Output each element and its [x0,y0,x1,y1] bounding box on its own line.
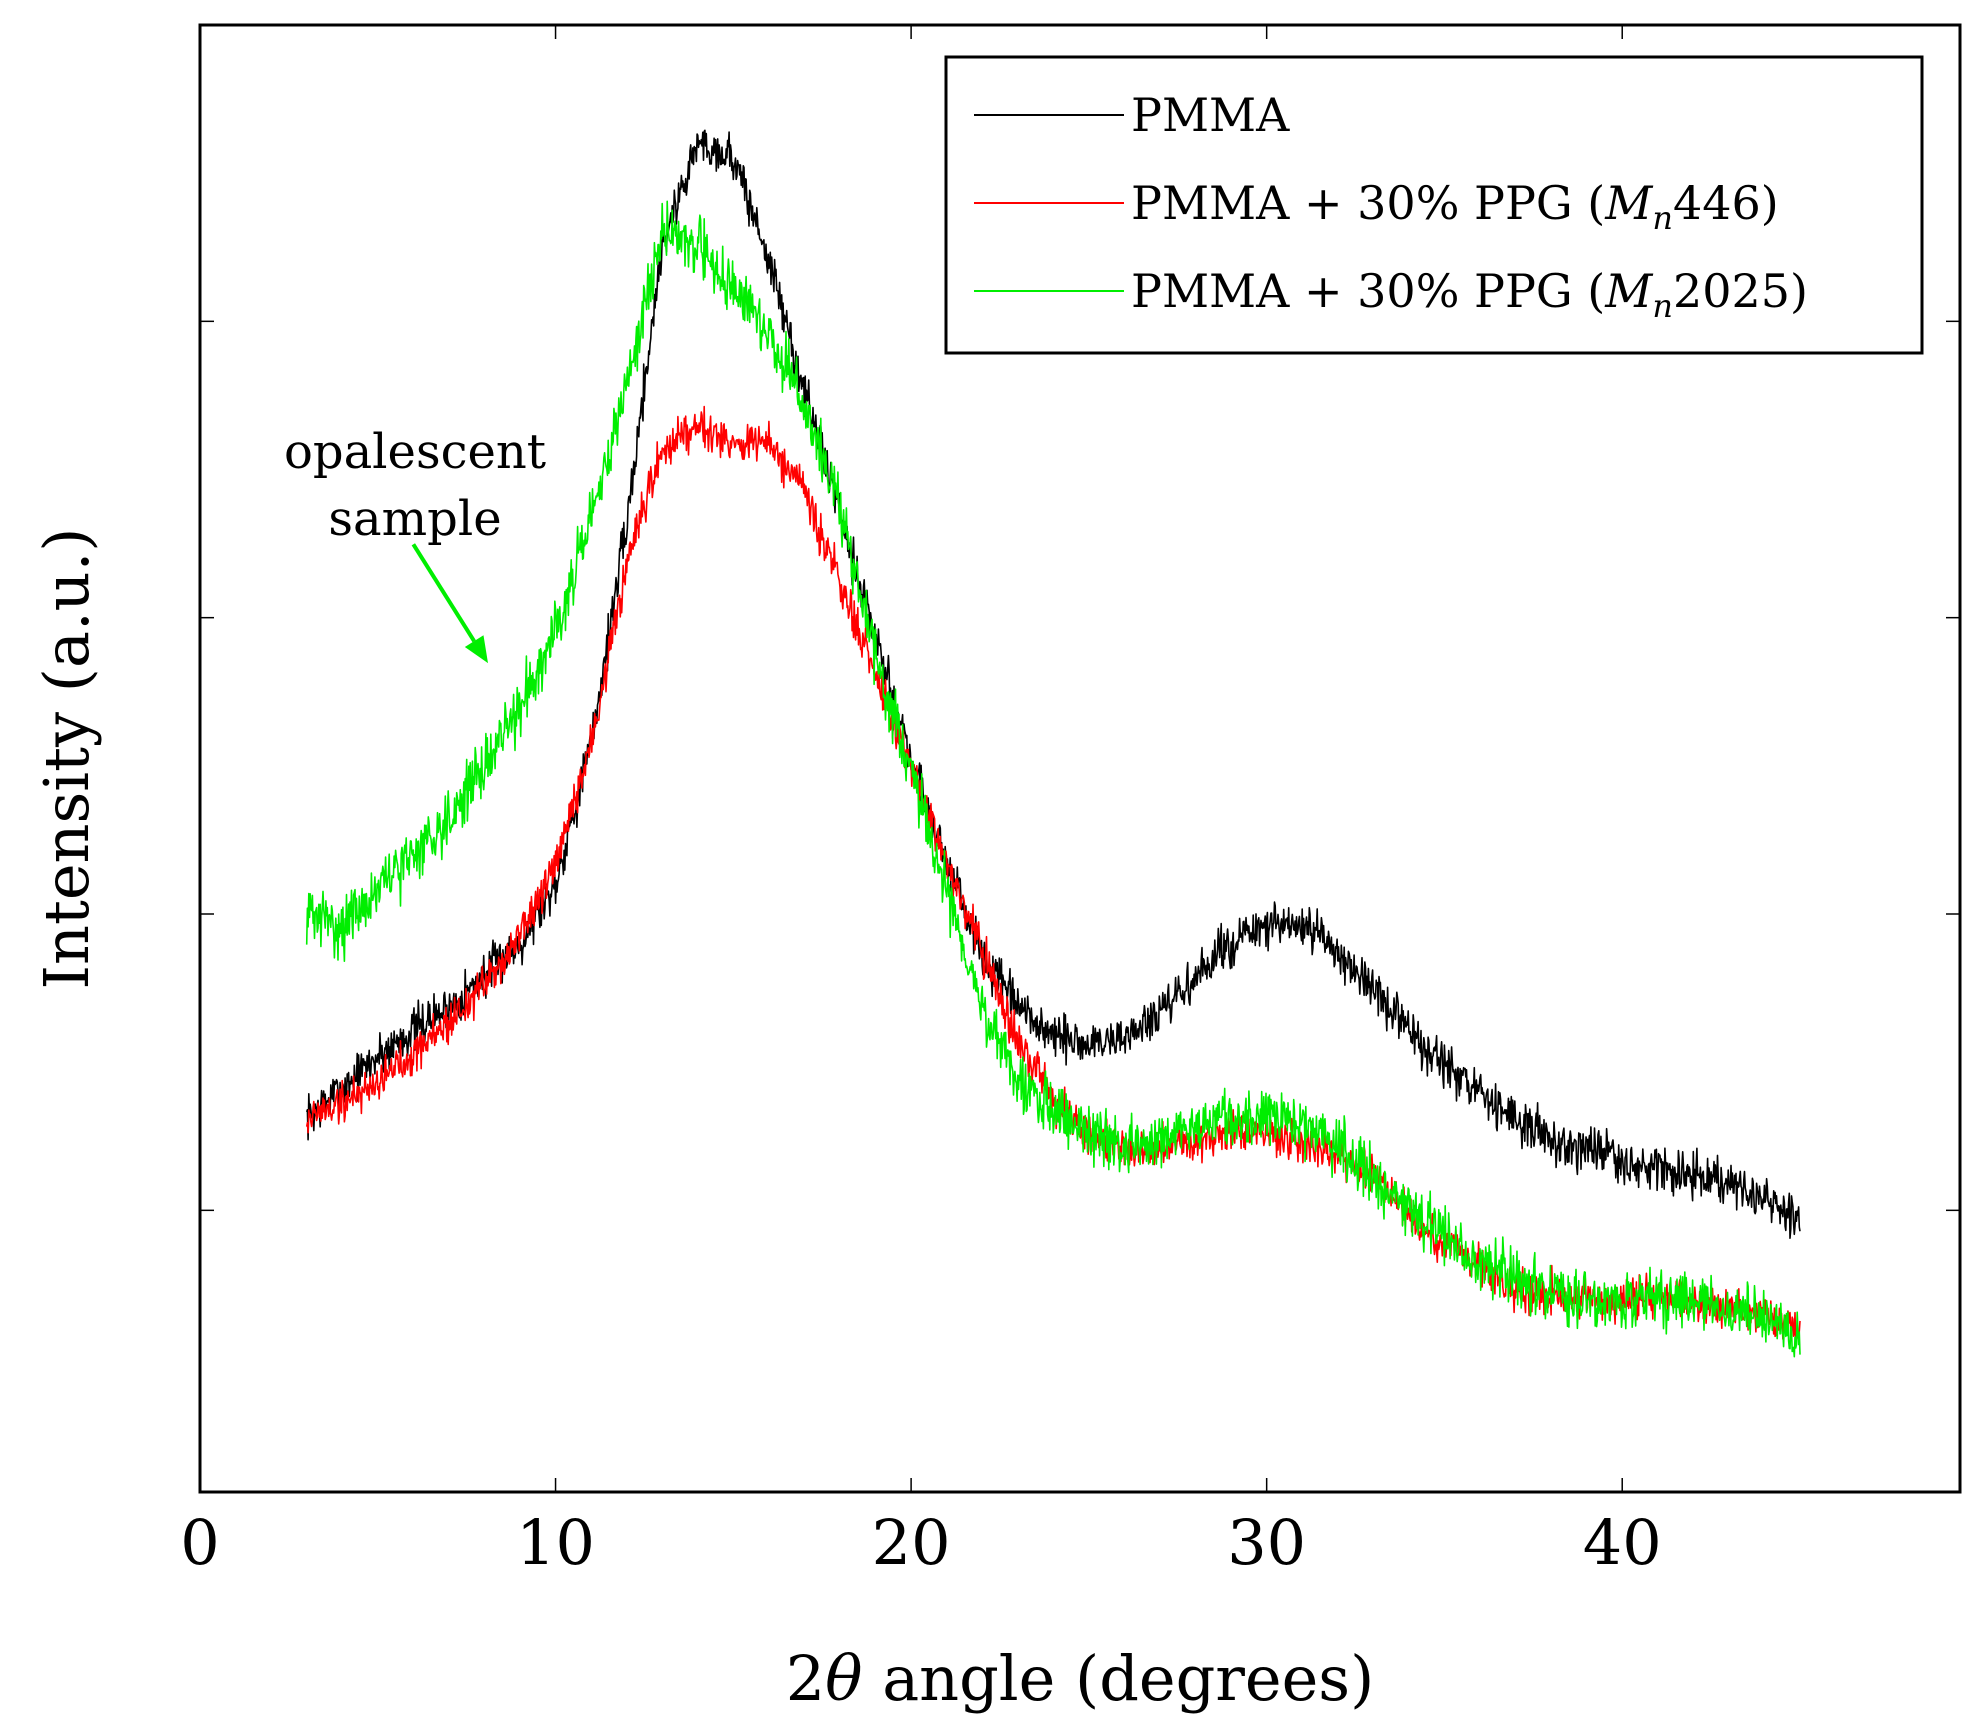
y-axis-label: Intensity (a.u.) [30,528,103,990]
legend-entry-2: PMMA + 30% PPG (Mn446) [1131,176,1779,237]
legend-box [944,55,1924,355]
legend: PMMA PMMA + 30% PPG (Mn446) PMMA + 30% PPG… [944,55,1924,355]
series-line-1 [305,129,1801,1239]
legend-entry-1: PMMA [1131,88,1290,142]
annotation-line-2: sample [328,491,501,547]
plot-frame [198,23,1962,1494]
annotation-arrow [411,543,476,643]
annotation-line-1: opalescent [284,424,546,480]
series-layer [305,129,1801,1358]
series-line-2 [305,405,1801,1342]
x-tick-label: 0 [180,1506,219,1579]
x-tick-label: 10 [516,1506,595,1579]
x-axis-label-symbol: θ [825,1642,862,1715]
x-tick-label: 20 [872,1506,951,1579]
legend-entry-3: PMMA + 30% PPG (Mn2025) [1131,264,1808,325]
series-line-3 [305,200,1801,1358]
x-axis-label-prefix: 2 [786,1642,825,1715]
annotation-arrowhead [464,635,488,664]
x-axis-label: 2θ angle (degrees) [786,1642,1375,1715]
x-tick-label: 40 [1583,1506,1662,1579]
x-axis-label-suffix: angle (degrees) [862,1642,1374,1715]
x-tick-label: 30 [1227,1506,1306,1579]
tick-layer: 0 10 20 30 40 [180,25,1960,1579]
annotation: opalescent sample [284,424,546,664]
